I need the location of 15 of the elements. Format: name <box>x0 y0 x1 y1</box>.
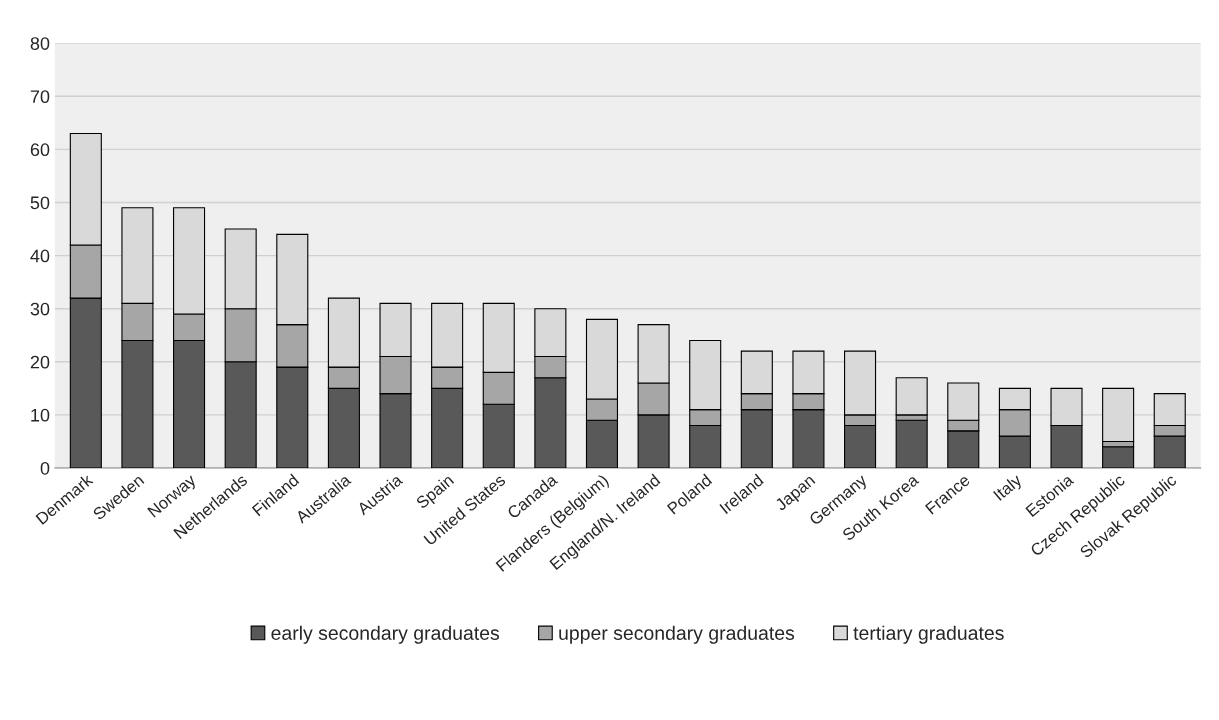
y-tick-label: 60 <box>30 143 50 157</box>
y-tick-label: 20 <box>30 355 50 369</box>
y-tick-label: 0 <box>40 461 50 475</box>
bar <box>895 419 928 468</box>
legend-label: upper secondary graduates <box>559 625 795 644</box>
legend-label: tertiary graduates <box>853 625 1004 644</box>
y-tick-label: 40 <box>30 249 50 263</box>
y-tick-label: 30 <box>30 302 50 316</box>
x-tick-label: Italy <box>992 472 1025 504</box>
y-tick-label: 10 <box>31 408 50 422</box>
bar <box>1102 446 1135 468</box>
y-tick-label: 50 <box>30 196 50 210</box>
y-tick-label: 70 <box>30 90 50 104</box>
y-tick-label: 80 <box>30 37 50 50</box>
legend-label: early secondary graduates <box>271 625 500 644</box>
